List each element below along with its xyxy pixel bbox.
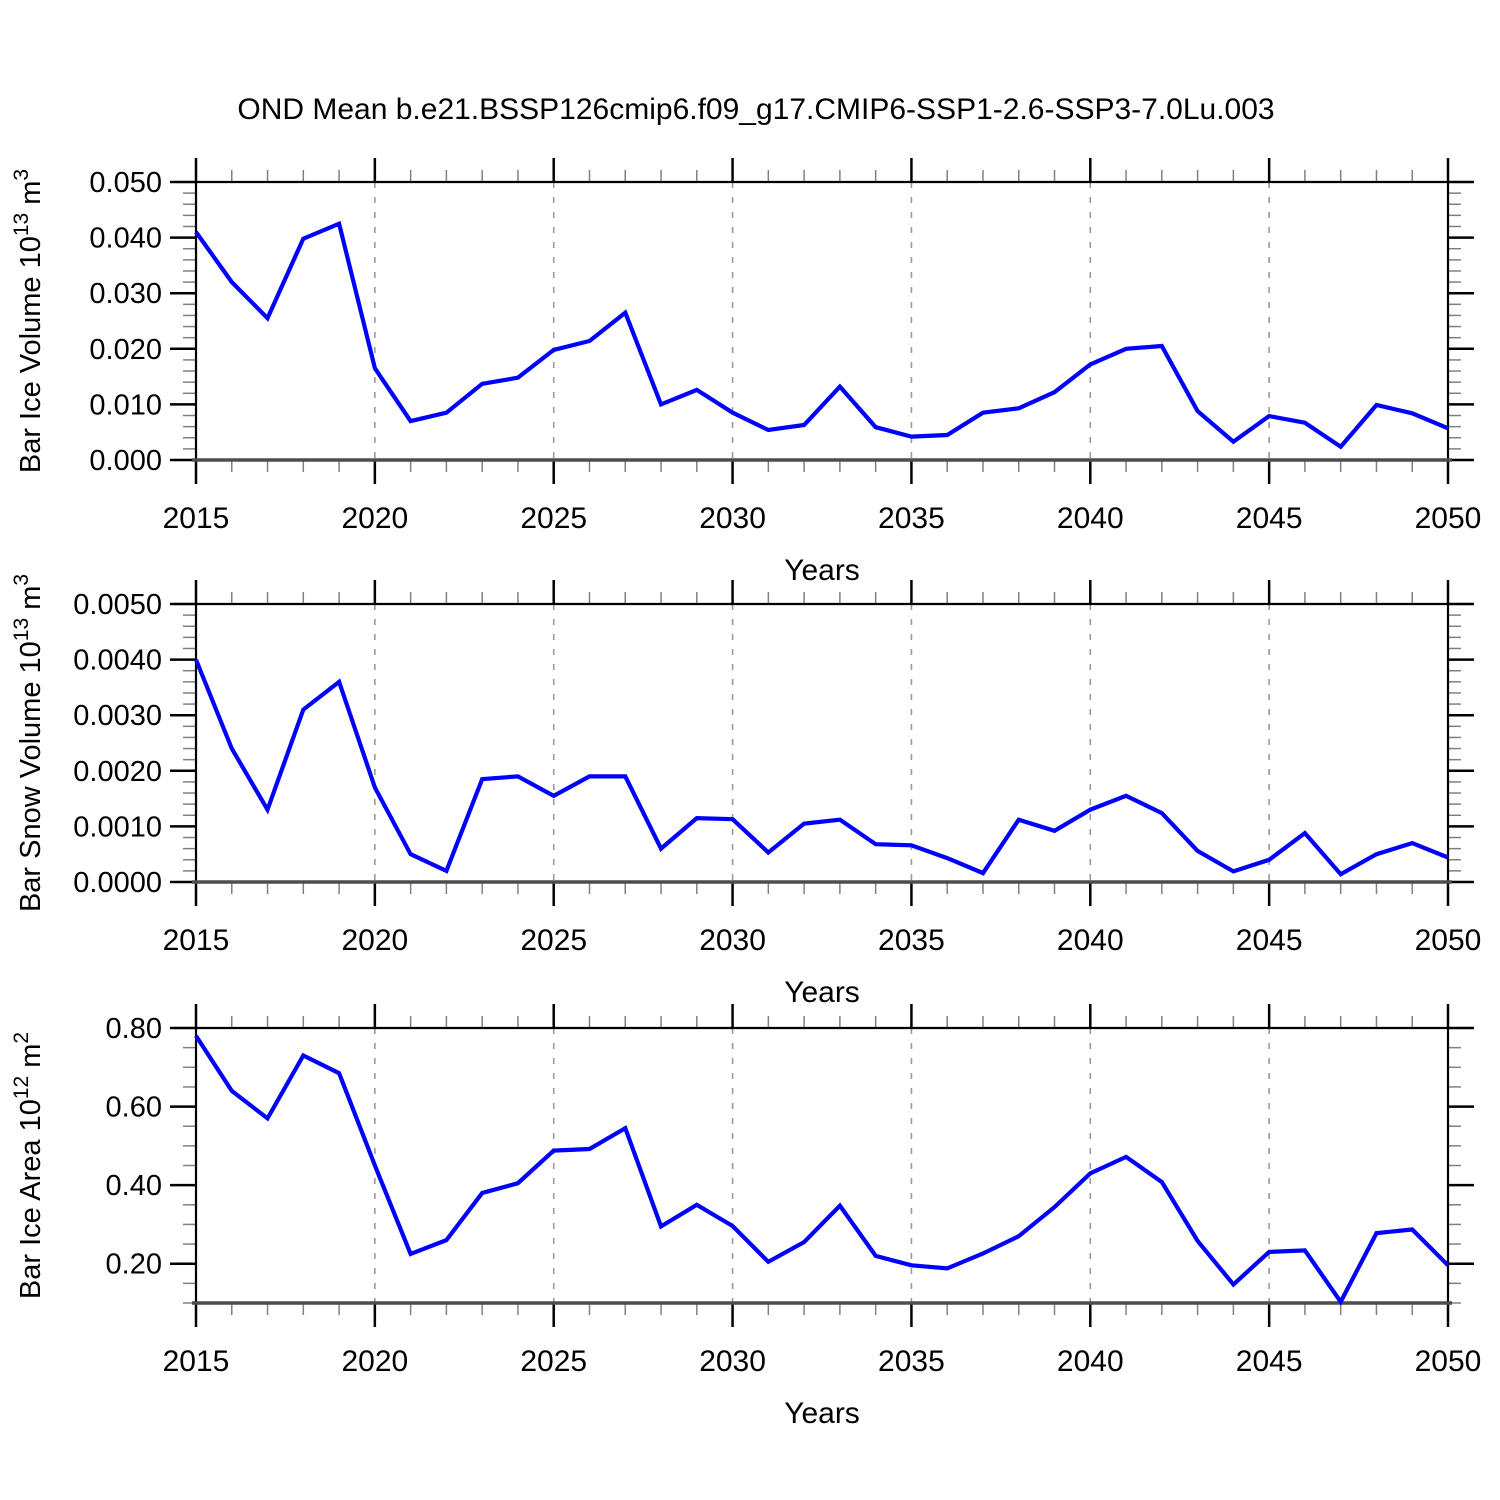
- y-tick-label: 0.0010: [73, 811, 162, 843]
- y-tick-label: 0.40: [106, 1170, 162, 1202]
- panels-group: 0.000 0.010 0.020 0.030 0.040 0.050 2015 2020 20…: [10, 158, 1481, 1430]
- y-tick-label: 0.050: [89, 167, 162, 199]
- ice-area-line: [194, 1034, 1450, 1306]
- x-axis-title: Years: [784, 976, 860, 1009]
- x-tick-label: 2050: [1415, 502, 1482, 535]
- figure-title: OND Mean b.e21.BSSP126cmip6.f09_g17.CMIP…: [237, 93, 1274, 126]
- x-tick-label: 2040: [1057, 1345, 1124, 1378]
- x-tick-label: 2045: [1236, 924, 1303, 957]
- x-tick-label: 2050: [1415, 924, 1482, 957]
- panel-snow-volume: 0.0000 0.0010 0.0020 0.0030 0.0040 0.0050 2015…: [10, 574, 1481, 1009]
- y-tick-label: 0.0000: [73, 867, 162, 899]
- x-tick-label: 2015: [163, 924, 230, 957]
- y-axis-title: Bar Ice Area 1012 m2: [10, 1032, 47, 1299]
- y-tick-label: 0.20: [106, 1249, 162, 1281]
- x-tick-label: 2025: [520, 924, 587, 957]
- x-tick-label: 2020: [341, 1345, 408, 1378]
- y-tick-label: 0.80: [106, 1013, 162, 1045]
- ice-volume-line: [194, 220, 1449, 450]
- panel-ice-volume: 0.000 0.010 0.020 0.030 0.040 0.050 2015 2020 20…: [10, 158, 1481, 587]
- x-tick-label: 2025: [520, 1345, 587, 1378]
- x-axis-title: Years: [784, 554, 860, 587]
- snow-volume-line: [194, 658, 1449, 877]
- x-tick-label: 2015: [163, 1345, 230, 1378]
- x-tick-label: 2020: [341, 502, 408, 535]
- y-tick-label: 0.010: [89, 389, 162, 421]
- x-tick-label: 2050: [1415, 1345, 1482, 1378]
- y-tick-label: 0.000: [89, 445, 162, 477]
- y-axis-title: Bar Snow Volume 1013 m3: [10, 574, 47, 912]
- x-axis-title: Years: [784, 1397, 860, 1430]
- y-tick-label: 0.020: [89, 334, 162, 366]
- y-tick-label: 0.0050: [73, 589, 162, 621]
- x-tick-label: 2035: [878, 924, 945, 957]
- x-tick-label: 2045: [1236, 1345, 1303, 1378]
- x-tick-label: 2020: [341, 924, 408, 957]
- y-axis-title: Bar Ice Volume 1013 m3: [10, 169, 47, 473]
- panel-ice-area: 0.20 0.40 0.60 0.80 2015 2020 2025 2030 2035 2040…: [10, 1004, 1481, 1430]
- y-tick-label: 0.030: [89, 278, 162, 310]
- x-tick-label: 2035: [878, 1345, 945, 1378]
- y-tick-label: 0.60: [106, 1092, 162, 1124]
- x-tick-label: 2035: [878, 502, 945, 535]
- x-tick-label: 2045: [1236, 502, 1303, 535]
- x-tick-label: 2030: [699, 924, 766, 957]
- y-tick-label: 0.0020: [73, 756, 162, 788]
- x-tick-label: 2040: [1057, 502, 1124, 535]
- x-tick-label: 2025: [520, 502, 587, 535]
- x-tick-label: 2030: [699, 1345, 766, 1378]
- x-tick-label: 2015: [163, 502, 230, 535]
- y-tick-label: 0.0030: [73, 700, 162, 732]
- y-tick-label: 0.040: [89, 223, 162, 255]
- x-tick-label: 2040: [1057, 924, 1124, 957]
- y-tick-label: 0.0040: [73, 645, 162, 677]
- x-tick-label: 2030: [699, 502, 766, 535]
